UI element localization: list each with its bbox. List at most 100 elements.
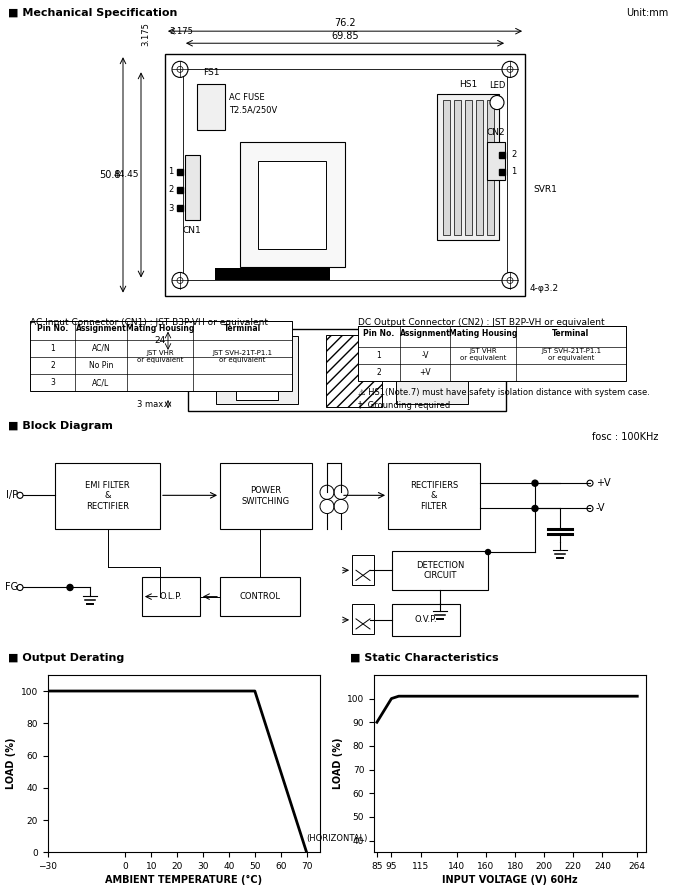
X-axis label: INPUT VOLTAGE (V) 60Hz: INPUT VOLTAGE (V) 60Hz bbox=[442, 876, 578, 885]
Text: AC FUSE: AC FUSE bbox=[229, 93, 265, 102]
Bar bbox=[487, 142, 505, 180]
Text: Pin No.: Pin No. bbox=[363, 329, 394, 337]
Text: DETECTION
CIRCUIT: DETECTION CIRCUIT bbox=[415, 560, 464, 580]
Text: ■ Mechanical Specification: ■ Mechanical Specification bbox=[8, 8, 177, 18]
Circle shape bbox=[502, 273, 518, 289]
Text: JST SVH-21T-P1.1
or equivalent: JST SVH-21T-P1.1 or equivalent bbox=[541, 348, 601, 361]
Text: 3: 3 bbox=[50, 378, 55, 387]
Bar bbox=[388, 463, 480, 528]
Circle shape bbox=[486, 550, 490, 555]
Text: JST VHR
or equivalent: JST VHR or equivalent bbox=[460, 348, 506, 361]
Circle shape bbox=[172, 61, 188, 77]
Bar bbox=[392, 551, 488, 590]
Text: 44.45: 44.45 bbox=[114, 170, 139, 179]
Text: I/P: I/P bbox=[6, 490, 18, 500]
Bar bbox=[358, 326, 626, 381]
Text: No Pin: No Pin bbox=[89, 361, 113, 370]
Circle shape bbox=[17, 492, 23, 498]
Bar bbox=[216, 336, 298, 404]
X-axis label: AMBIENT TEMPERATURE (°C): AMBIENT TEMPERATURE (°C) bbox=[105, 876, 262, 885]
Text: DC Output Connector (CN2) : JST B2P-VH or equivalent: DC Output Connector (CN2) : JST B2P-VH o… bbox=[358, 318, 605, 327]
Bar bbox=[177, 205, 183, 211]
Text: 76.2: 76.2 bbox=[334, 18, 356, 28]
Text: Mating Housing: Mating Housing bbox=[449, 329, 517, 337]
Text: 4-φ3.2: 4-φ3.2 bbox=[530, 283, 559, 292]
Bar bbox=[352, 555, 374, 585]
Text: ■ Block Diagram: ■ Block Diagram bbox=[8, 422, 113, 432]
Bar bbox=[165, 54, 525, 296]
Text: FS1: FS1 bbox=[203, 68, 219, 77]
Text: Mating Housing: Mating Housing bbox=[126, 324, 194, 333]
Bar bbox=[236, 342, 278, 400]
Bar bbox=[177, 169, 183, 175]
Text: HS1: HS1 bbox=[459, 81, 477, 90]
Text: 3.175: 3.175 bbox=[169, 28, 193, 36]
Circle shape bbox=[177, 277, 183, 283]
Circle shape bbox=[177, 67, 183, 73]
Text: +V: +V bbox=[596, 478, 611, 488]
Text: SVR1: SVR1 bbox=[533, 186, 557, 194]
Text: ⚠ HS1(Note.7) must have safety isolation distance with system case.: ⚠ HS1(Note.7) must have safety isolation… bbox=[358, 388, 650, 397]
Text: 3 max.: 3 max. bbox=[137, 400, 166, 408]
Bar bbox=[392, 604, 460, 636]
Bar bbox=[326, 335, 382, 407]
Circle shape bbox=[587, 480, 593, 487]
Bar bbox=[487, 99, 494, 235]
Text: O.L.P.: O.L.P. bbox=[160, 592, 182, 601]
Bar bbox=[240, 142, 345, 267]
Text: AC/N: AC/N bbox=[92, 344, 110, 353]
Text: 50.8: 50.8 bbox=[99, 170, 121, 180]
Bar bbox=[258, 161, 326, 250]
Circle shape bbox=[67, 584, 73, 591]
Bar bbox=[197, 84, 225, 130]
Text: ■ Output Derating: ■ Output Derating bbox=[8, 653, 124, 662]
Text: CN2: CN2 bbox=[487, 128, 505, 137]
Text: LED: LED bbox=[489, 82, 505, 91]
Text: 3: 3 bbox=[169, 203, 173, 212]
Text: 1: 1 bbox=[50, 344, 55, 353]
Bar bbox=[185, 155, 200, 220]
Text: -V: -V bbox=[596, 503, 605, 513]
Bar bbox=[215, 268, 330, 281]
Text: 2: 2 bbox=[169, 186, 173, 194]
Bar bbox=[174, 329, 188, 353]
Bar bbox=[220, 463, 312, 528]
Circle shape bbox=[532, 505, 538, 511]
Bar bbox=[55, 463, 160, 528]
Bar bbox=[437, 94, 499, 241]
Text: 1: 1 bbox=[511, 168, 516, 177]
Text: (HORIZONTAL): (HORIZONTAL) bbox=[307, 834, 368, 843]
Bar bbox=[220, 577, 300, 616]
Text: 1: 1 bbox=[169, 168, 173, 177]
Text: Assignment: Assignment bbox=[400, 329, 450, 337]
Text: +V: +V bbox=[419, 368, 431, 377]
Text: Terminal: Terminal bbox=[552, 329, 590, 337]
Text: FG: FG bbox=[5, 583, 18, 592]
Circle shape bbox=[17, 584, 23, 591]
Bar bbox=[476, 99, 483, 235]
Text: O.V.P.: O.V.P. bbox=[415, 615, 437, 624]
Bar bbox=[177, 187, 183, 193]
Text: T2.5A/250V: T2.5A/250V bbox=[229, 105, 277, 114]
Text: CN1: CN1 bbox=[183, 226, 201, 235]
Text: AC Input Connector (CN1) : JST B3P-VH or equivalent: AC Input Connector (CN1) : JST B3P-VH or… bbox=[30, 318, 268, 327]
Bar bbox=[352, 604, 374, 634]
Text: Pin No.: Pin No. bbox=[37, 324, 68, 333]
Bar bbox=[454, 99, 461, 235]
Text: 1: 1 bbox=[377, 351, 381, 360]
Circle shape bbox=[490, 96, 504, 109]
Text: Terminal: Terminal bbox=[224, 324, 261, 333]
Text: 2: 2 bbox=[511, 150, 516, 159]
Text: -V: -V bbox=[421, 351, 429, 360]
Circle shape bbox=[587, 505, 593, 511]
Text: JST SVH-21T-P1.1
or equivalent: JST SVH-21T-P1.1 or equivalent bbox=[212, 351, 273, 363]
Y-axis label: LOAD (%): LOAD (%) bbox=[333, 738, 343, 789]
Circle shape bbox=[532, 480, 538, 487]
Text: 2: 2 bbox=[50, 361, 55, 370]
Text: POWER
SWITCHING: POWER SWITCHING bbox=[242, 486, 290, 505]
Text: 69.85: 69.85 bbox=[331, 31, 359, 41]
Bar bbox=[30, 321, 292, 391]
Bar bbox=[183, 69, 507, 281]
Text: †: Grounding required: †: Grounding required bbox=[358, 401, 450, 410]
Text: AC/L: AC/L bbox=[92, 378, 109, 387]
